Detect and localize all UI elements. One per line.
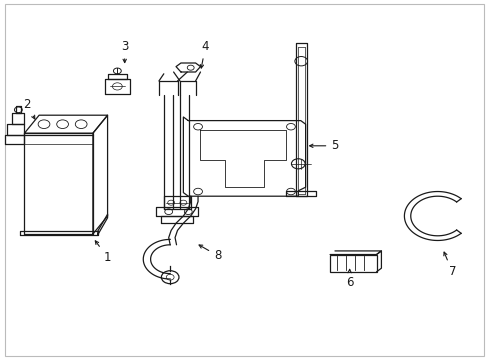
Circle shape bbox=[294, 57, 307, 66]
Text: 8: 8 bbox=[199, 245, 221, 262]
Text: 5: 5 bbox=[309, 139, 338, 152]
Circle shape bbox=[193, 123, 202, 130]
Circle shape bbox=[291, 159, 305, 169]
Circle shape bbox=[113, 68, 121, 74]
Circle shape bbox=[184, 209, 192, 215]
Circle shape bbox=[167, 200, 174, 205]
Circle shape bbox=[75, 120, 87, 129]
Text: 7: 7 bbox=[443, 252, 455, 278]
Circle shape bbox=[164, 209, 172, 215]
Text: 6: 6 bbox=[345, 269, 353, 289]
Text: 2: 2 bbox=[23, 98, 35, 119]
Text: 4: 4 bbox=[200, 40, 209, 68]
Text: 3: 3 bbox=[121, 40, 128, 63]
Circle shape bbox=[166, 274, 174, 280]
Circle shape bbox=[57, 120, 68, 129]
Circle shape bbox=[161, 271, 179, 284]
Circle shape bbox=[38, 120, 50, 129]
Circle shape bbox=[15, 107, 22, 113]
Circle shape bbox=[112, 83, 122, 90]
Circle shape bbox=[286, 123, 295, 130]
Circle shape bbox=[193, 188, 202, 195]
Bar bbox=[329, 255, 376, 272]
Text: 1: 1 bbox=[95, 241, 111, 264]
Circle shape bbox=[180, 200, 186, 205]
Circle shape bbox=[286, 188, 295, 195]
Circle shape bbox=[187, 65, 194, 70]
